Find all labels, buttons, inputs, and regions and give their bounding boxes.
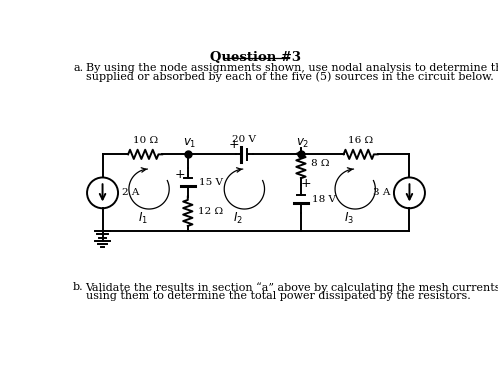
Text: $v_1$: $v_1$ <box>183 137 196 150</box>
Text: Question #3: Question #3 <box>210 51 301 64</box>
Text: a.: a. <box>73 63 83 73</box>
Text: 16 Ω: 16 Ω <box>348 136 373 145</box>
Text: 10 Ω: 10 Ω <box>132 136 158 145</box>
Text: $v_2$: $v_2$ <box>296 137 309 150</box>
Text: b.: b. <box>73 282 84 292</box>
Text: using them to determine the total power dissipated by the resistors.: using them to determine the total power … <box>86 291 470 301</box>
Text: 3 A: 3 A <box>373 188 390 197</box>
Text: 12 Ω: 12 Ω <box>198 207 223 216</box>
Text: $I_3$: $I_3$ <box>344 211 354 226</box>
Text: Validate the results in section “a” above by calculating the mesh currents and: Validate the results in section “a” abov… <box>86 282 498 293</box>
Text: 15 V: 15 V <box>199 178 223 187</box>
Text: By using the node assignments shown, use nodal analysis to determine the power: By using the node assignments shown, use… <box>86 63 498 73</box>
Text: 20 V: 20 V <box>233 135 256 144</box>
Text: $I_1$: $I_1$ <box>138 211 148 226</box>
Text: 18 V: 18 V <box>312 194 336 204</box>
Text: +: + <box>228 137 239 151</box>
Text: $I_2$: $I_2$ <box>233 211 243 226</box>
Text: +: + <box>300 177 311 190</box>
Text: 2 A: 2 A <box>122 188 139 197</box>
Text: 8 Ω: 8 Ω <box>311 159 330 168</box>
Text: supplied or absorbed by each of the five (5) sources in the circuit below.: supplied or absorbed by each of the five… <box>86 71 493 82</box>
Text: +: + <box>175 168 185 181</box>
